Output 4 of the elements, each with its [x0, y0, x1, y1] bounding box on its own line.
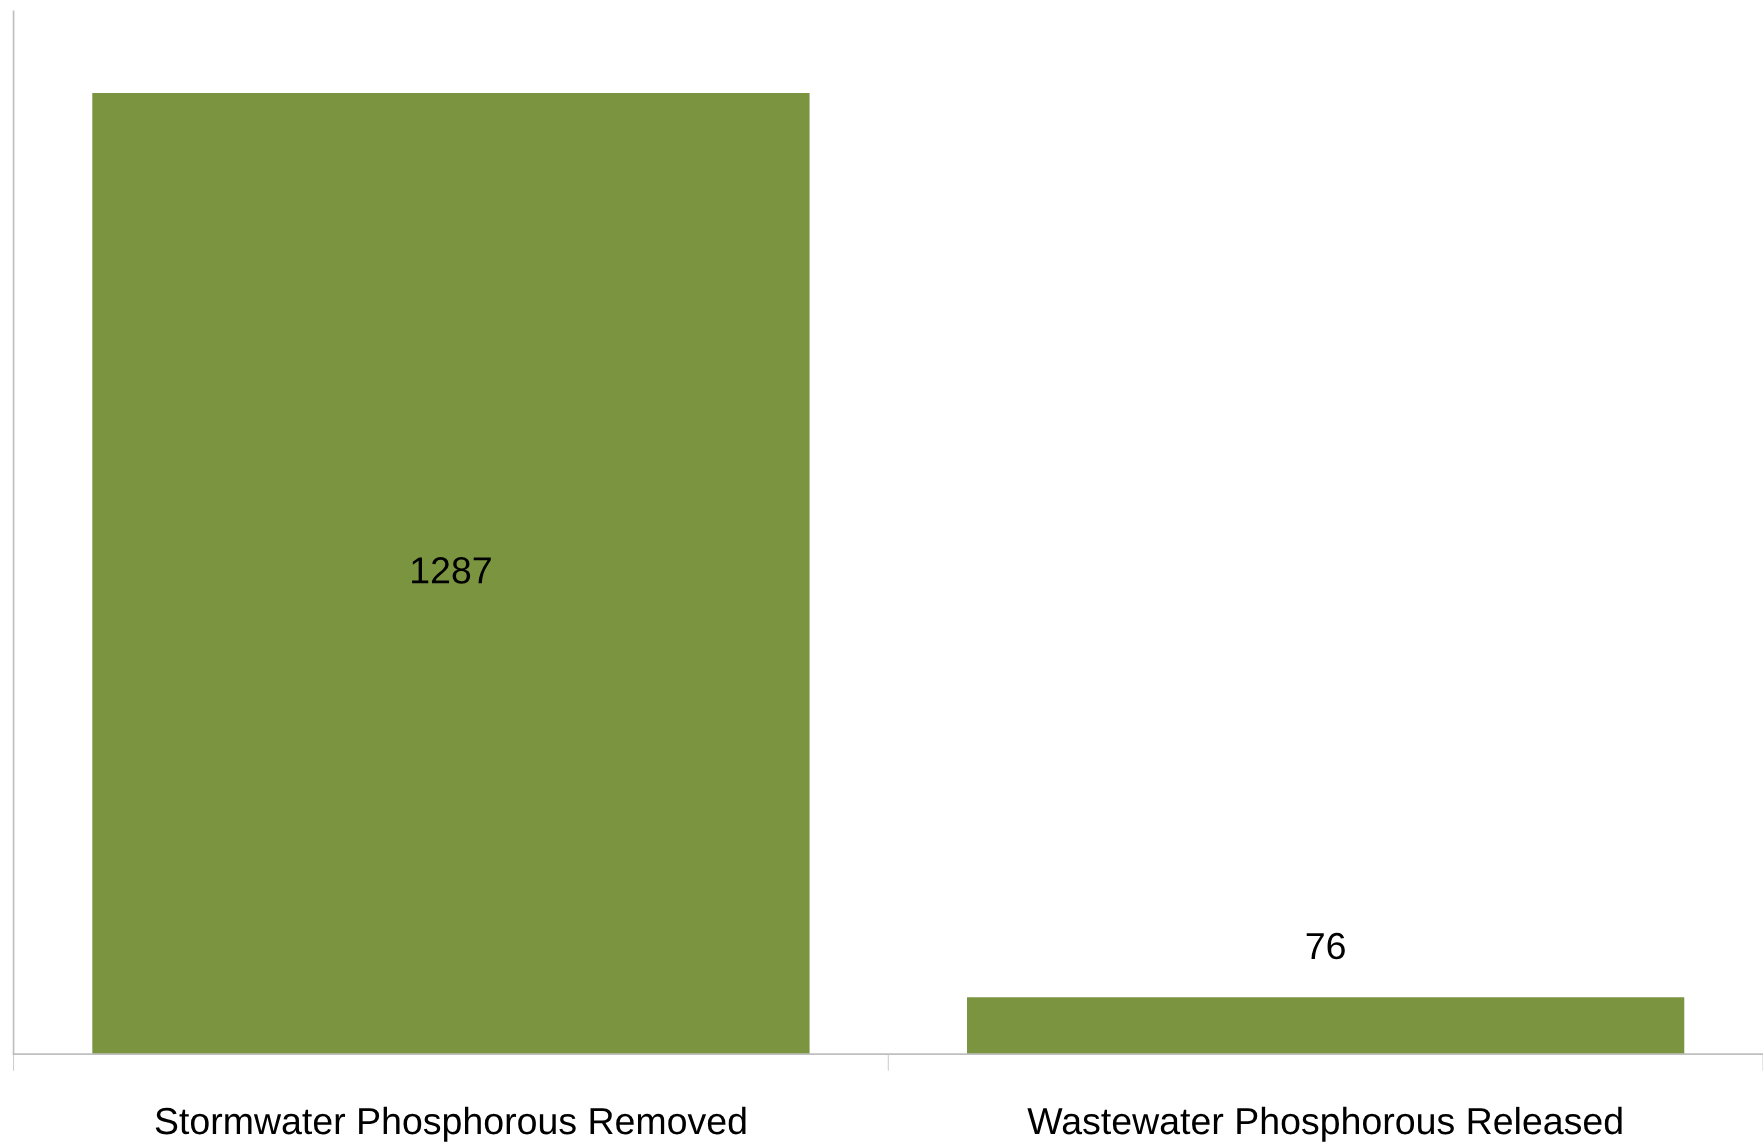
- x-tick-label: Stormwater Phosphorous Removed: [155, 1106, 746, 1142]
- data-label: 76: [1306, 932, 1345, 960]
- data-label: 1287: [412, 557, 491, 584]
- x-tick-label: Wastewater Phosphorous Released: [1027, 1106, 1622, 1142]
